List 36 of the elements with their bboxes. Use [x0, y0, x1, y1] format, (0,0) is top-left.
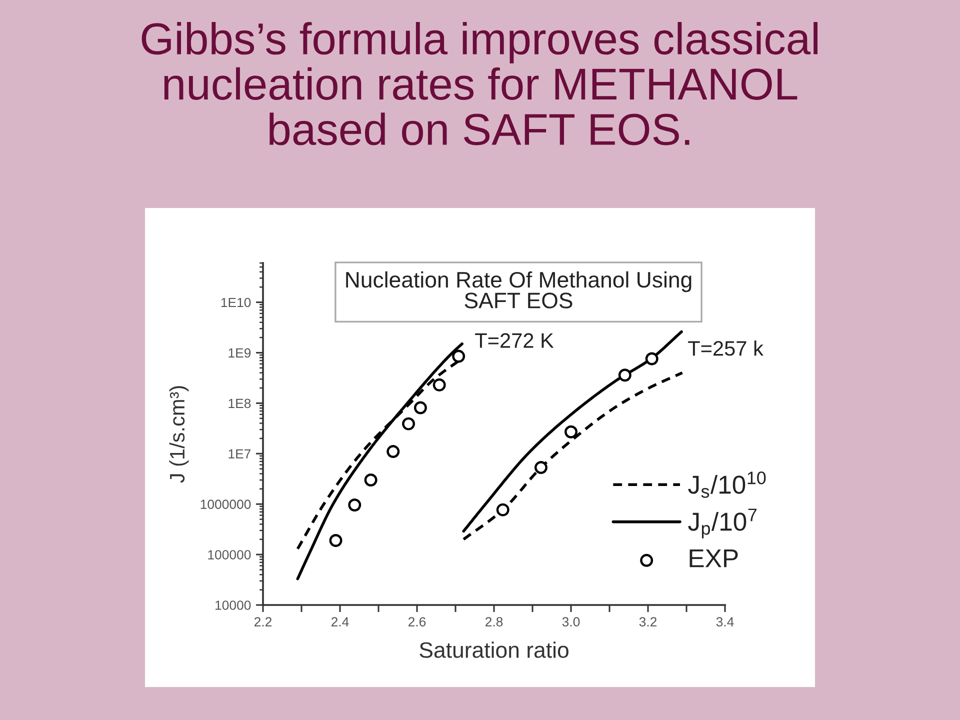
- point: [329, 534, 342, 547]
- x-tick-label: 3.4: [716, 617, 734, 626]
- point: [386, 445, 400, 458]
- point: [618, 368, 632, 382]
- point: [534, 461, 548, 474]
- y-tick-label: 100000: [208, 550, 251, 560]
- y-axis-title: J (1/s.cm³): [169, 386, 189, 483]
- y-tick-label: 10000: [216, 600, 251, 610]
- y-tick-label: 1E10: [221, 298, 251, 308]
- point: [432, 378, 446, 392]
- point: [564, 425, 578, 438]
- legend-label: EXP: [690, 549, 738, 568]
- point: [645, 352, 658, 366]
- x-tick-label: 2.8: [485, 617, 503, 626]
- y-tick-label: 1E9: [228, 348, 251, 358]
- y-tick-label: 1E7: [228, 449, 251, 458]
- point: [452, 350, 466, 363]
- point: [414, 401, 427, 414]
- y-tick-label: 1E8: [228, 398, 251, 408]
- point: [402, 417, 416, 430]
- x-tick-label: 3.2: [639, 617, 657, 626]
- annotation: T=257 k: [688, 340, 764, 356]
- legend-label: J$_{s}$/10$^{10}$: [688, 472, 766, 498]
- point: [348, 498, 362, 512]
- chart-title: Gibbs’s formula improves classical nucleation rates for METHANOL based on SAFT EOS.: [142, 22, 818, 146]
- x-tick-label: 2.2: [254, 617, 272, 626]
- x-tick-label: 3.0: [562, 617, 580, 626]
- y-tick-label: 1000000: [200, 500, 251, 509]
- text: Nucleation Rate Of Methanol Using SAFT EOS: [346, 271, 692, 308]
- point: [364, 474, 378, 487]
- annotation: T=272 K: [475, 333, 554, 348]
- x-tick-label: 2.4: [331, 617, 349, 626]
- x-axis-title: Saturation ratio: [420, 642, 568, 658]
- legend-label: J$_{p}$/10$^{7}$: [688, 508, 757, 538]
- x-tick-label: 2.6: [408, 617, 426, 626]
- point: [496, 503, 510, 516]
